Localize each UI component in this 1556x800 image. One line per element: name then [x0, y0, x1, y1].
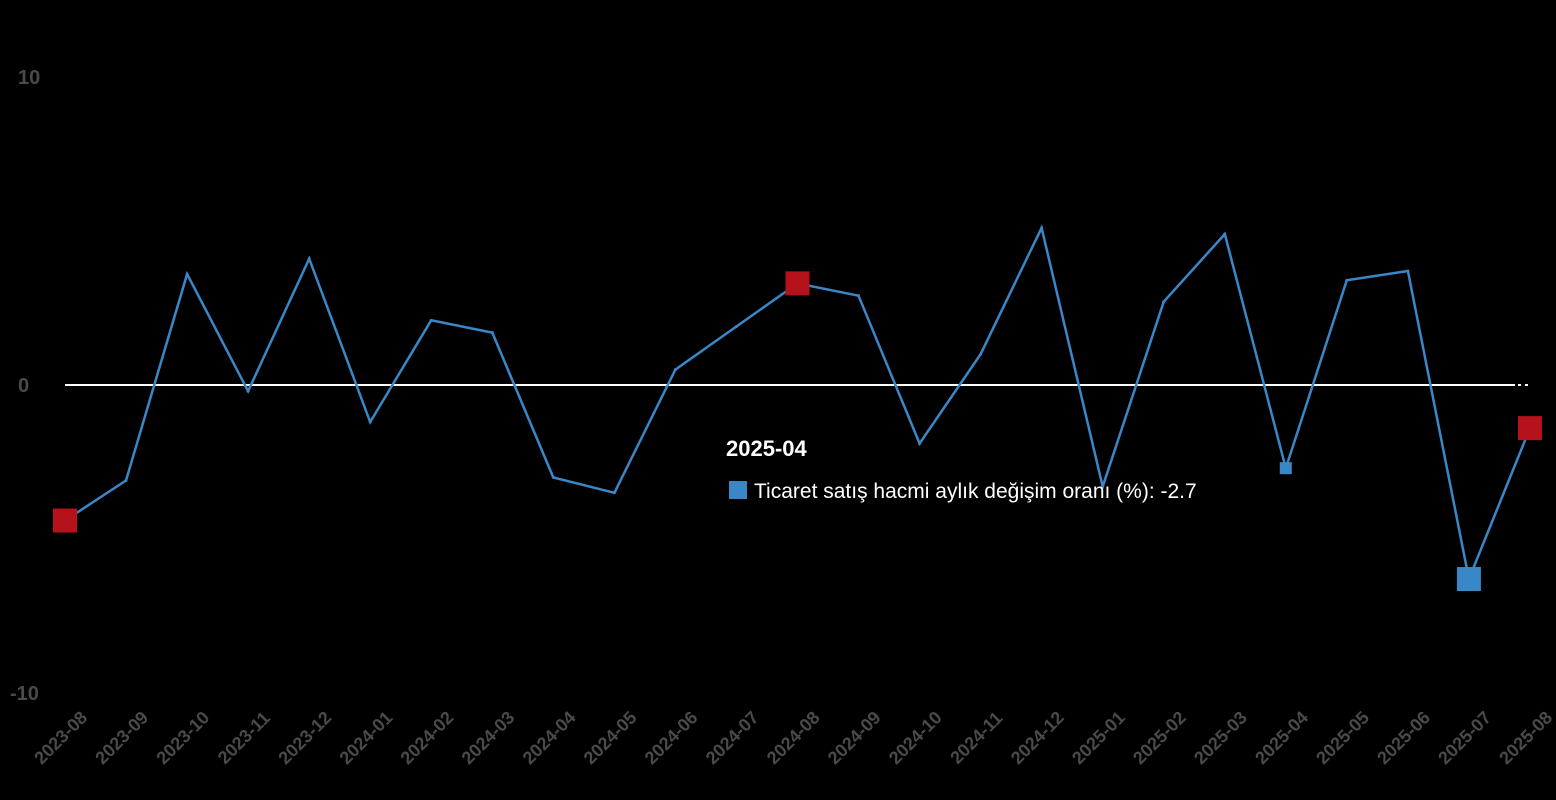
hover-marker — [1279, 462, 1292, 475]
data-point — [673, 368, 677, 372]
y-tick-label: -10 — [10, 683, 39, 705]
marker-layer — [53, 271, 1542, 592]
data-point — [307, 257, 311, 261]
data-point — [368, 420, 372, 424]
x-tick-label: 2025-05 — [1312, 707, 1373, 768]
y-axis: 10 0 -10 — [10, 67, 40, 705]
x-tick-label: 2024-01 — [336, 707, 397, 768]
y-tick-label: 10 — [18, 67, 40, 89]
x-tick-label: 2023-10 — [152, 707, 213, 768]
data-point — [1345, 278, 1349, 282]
x-tick-label: 2023-12 — [274, 707, 335, 768]
highlight-marker — [53, 508, 77, 533]
data-point — [429, 318, 433, 322]
data-point — [1162, 300, 1166, 304]
x-tick-label: 2024-09 — [824, 707, 885, 768]
data-point — [124, 478, 128, 482]
data-point — [1223, 232, 1227, 236]
data-point — [185, 272, 189, 276]
data-point — [1406, 269, 1410, 273]
x-tick-label: 2025-06 — [1373, 707, 1434, 768]
highlight-marker — [785, 271, 810, 296]
x-tick-label: 2023-11 — [214, 708, 274, 768]
x-tick-label: 2025-01 — [1068, 707, 1129, 768]
data-point — [551, 475, 555, 479]
data-point — [490, 331, 494, 335]
highlight-marker — [1517, 416, 1542, 441]
tooltip-title: 2025-04 — [726, 436, 808, 461]
x-tick-label: 2025-02 — [1129, 707, 1190, 768]
x-tick-label: 2024-02 — [397, 707, 458, 768]
data-point — [246, 389, 250, 393]
x-tick-label: 2024-07 — [702, 707, 763, 768]
x-tick-label: 2023-09 — [91, 707, 152, 768]
x-tick-label: 2024-04 — [519, 707, 580, 768]
x-tick-label: 2024-10 — [885, 707, 946, 768]
x-tick-label: 2025-07 — [1434, 707, 1495, 768]
x-tick-label: 2025-04 — [1251, 707, 1312, 768]
x-tick-label: 2025-08 — [1495, 707, 1556, 768]
tooltip-swatch — [729, 481, 747, 499]
tooltip-label: Ticaret satış hacmi aylık değişim oranı … — [754, 480, 1197, 503]
highlight-marker — [1456, 567, 1481, 592]
data-point — [979, 352, 983, 356]
x-tick-label: 2023-08 — [30, 707, 91, 768]
data-point — [734, 324, 738, 328]
x-tick-label: 2024-06 — [641, 707, 702, 768]
data-point — [857, 294, 861, 298]
data-point — [1101, 485, 1105, 489]
x-tick-label: 2024-05 — [580, 707, 641, 768]
y-tick-label: 0 — [18, 375, 29, 397]
x-tick-label: 2024-12 — [1007, 707, 1068, 768]
tooltip: 2025-04 Ticaret satış hacmi aylık değişi… — [726, 436, 1197, 503]
x-axis: 2023-08 2023-09 2023-10 2023-11 2023-12 2024-… — [30, 707, 1556, 768]
data-point — [1040, 226, 1044, 230]
x-tick-label: 2024-11 — [946, 708, 1006, 768]
x-tick-label: 2024-03 — [458, 707, 519, 768]
data-point — [612, 491, 616, 495]
x-tick-label: 2025-03 — [1190, 707, 1251, 768]
x-tick-label: 2024-08 — [763, 707, 824, 768]
data-point — [918, 442, 922, 446]
